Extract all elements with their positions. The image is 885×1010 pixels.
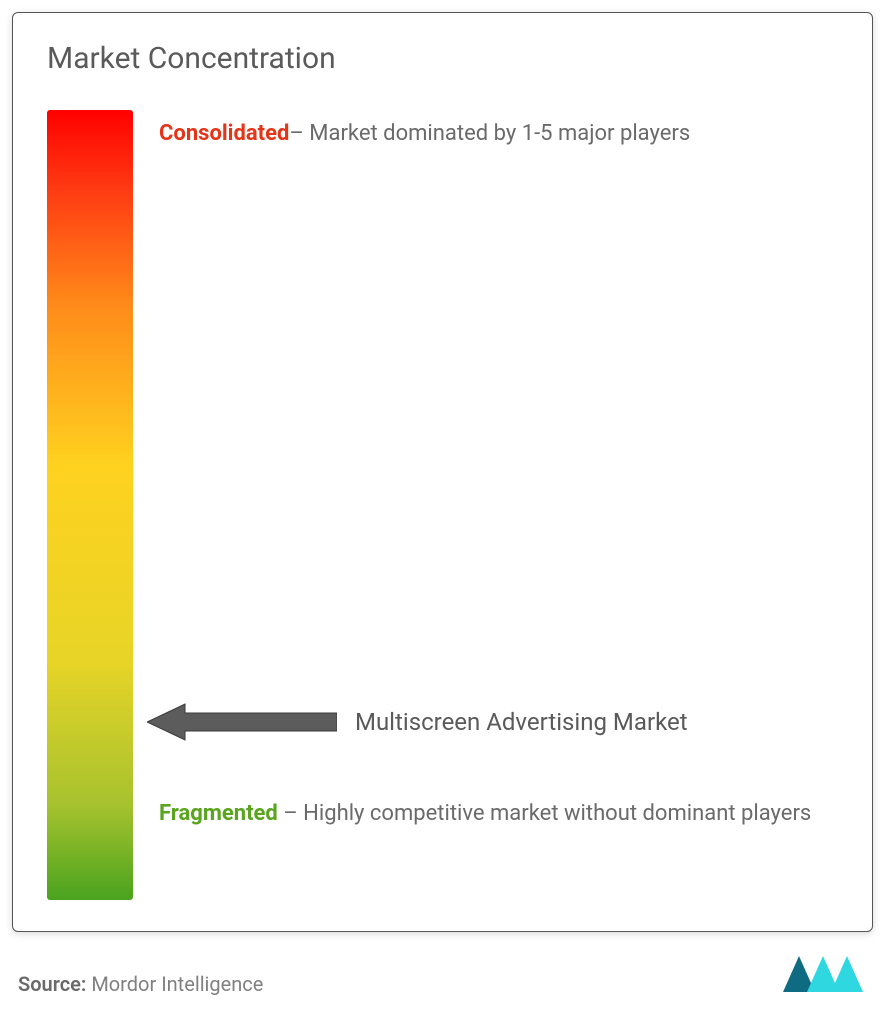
consolidated-rest: – Market dominated by 1-5 major players	[289, 121, 690, 146]
source-line: Source: Mordor Intelligence	[18, 972, 263, 996]
fragmented-label: Fragmented – Highly competitive market w…	[159, 790, 838, 838]
consolidated-keyword: Consolidated	[159, 121, 289, 146]
footer: Source: Mordor Intelligence	[18, 948, 867, 996]
mordor-logo-icon	[777, 948, 867, 996]
fragmented-rest: – Highly competitive market without domi…	[278, 801, 811, 826]
concentration-card: Market Concentration Consolidated– Marke…	[12, 12, 873, 932]
marker-label: Multiscreen Advertising Market	[355, 706, 688, 738]
labels-area: Consolidated– Market dominated by 1-5 ma…	[133, 110, 838, 900]
consolidated-label: Consolidated– Market dominated by 1-5 ma…	[159, 110, 838, 158]
gradient-bar-wrap	[47, 110, 133, 900]
concentration-gradient-bar	[47, 110, 133, 900]
source-value: Mordor Intelligence	[91, 972, 263, 996]
card-content: Consolidated– Market dominated by 1-5 ma…	[47, 110, 838, 900]
fragmented-keyword: Fragmented	[159, 801, 278, 826]
marker-arrow-block: Multiscreen Advertising Market	[147, 702, 688, 742]
arrow-left-icon	[147, 702, 337, 742]
source-label: Source:	[18, 972, 86, 996]
card-title: Market Concentration	[47, 41, 838, 76]
